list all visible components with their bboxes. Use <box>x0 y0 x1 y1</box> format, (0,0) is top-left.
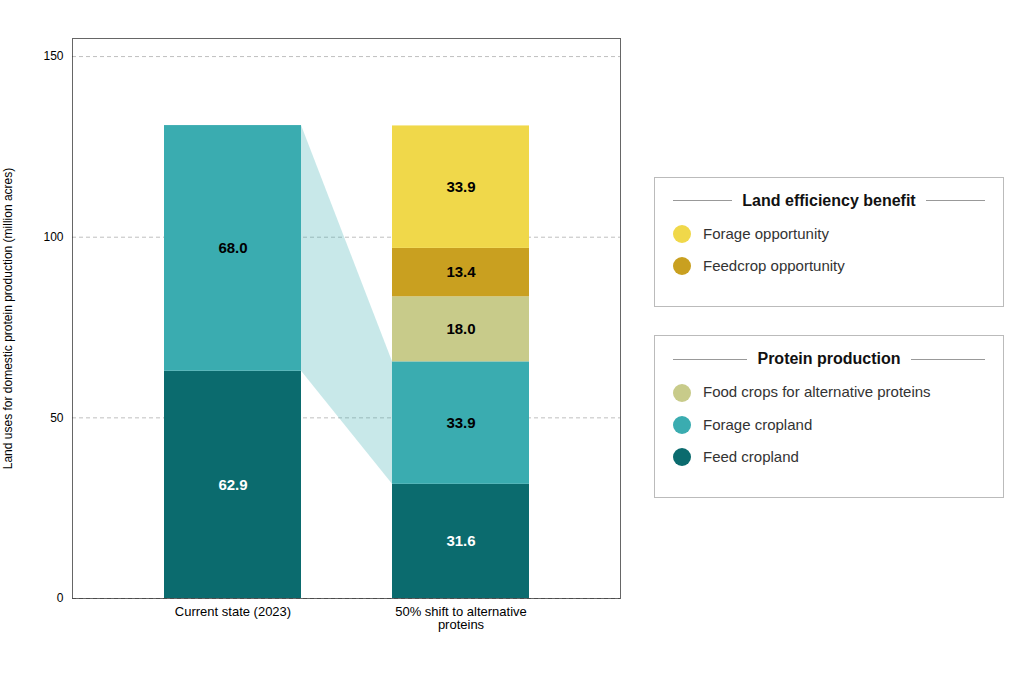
svg-text:150: 150 <box>43 49 63 63</box>
html-text:Food crops for alternative pro: Food crops for alternative proteins <box>703 383 931 401</box>
svg-text:18.0: 18.0 <box>446 320 475 337</box>
svg-text:62.9: 62.9 <box>218 475 247 492</box>
html-text:Feed cropland: Feed cropland <box>703 447 799 465</box>
html-text:Feedcrop opportunity: Feedcrop opportunity <box>703 257 845 275</box>
html-text:Forage cropland: Forage cropland <box>703 415 813 433</box>
svg-text:33.9: 33.9 <box>446 177 475 194</box>
html-text:Protein production: Protein production <box>757 350 901 368</box>
html-text:Land efficiency benefit: Land efficiency benefit <box>742 191 916 209</box>
svg-text:31.6: 31.6 <box>446 532 475 549</box>
svg-text:50: 50 <box>50 410 64 424</box>
svg-text:50% shift to alternativeprotei: 50% shift to alternativeproteins <box>395 603 527 631</box>
svg-text:68.0: 68.0 <box>218 239 247 256</box>
svg-text:Current state (2023): Current state (2023) <box>175 603 291 618</box>
svg-text:13.4: 13.4 <box>446 263 476 280</box>
svg-text:100: 100 <box>43 230 63 244</box>
svg-text:33.9: 33.9 <box>446 413 475 430</box>
svg-text:Land uses for domestic protein: Land uses for domestic protein productio… <box>1 167 15 468</box>
html-text:Forage opportunity: Forage opportunity <box>703 224 829 242</box>
svg-text:0: 0 <box>57 591 64 605</box>
